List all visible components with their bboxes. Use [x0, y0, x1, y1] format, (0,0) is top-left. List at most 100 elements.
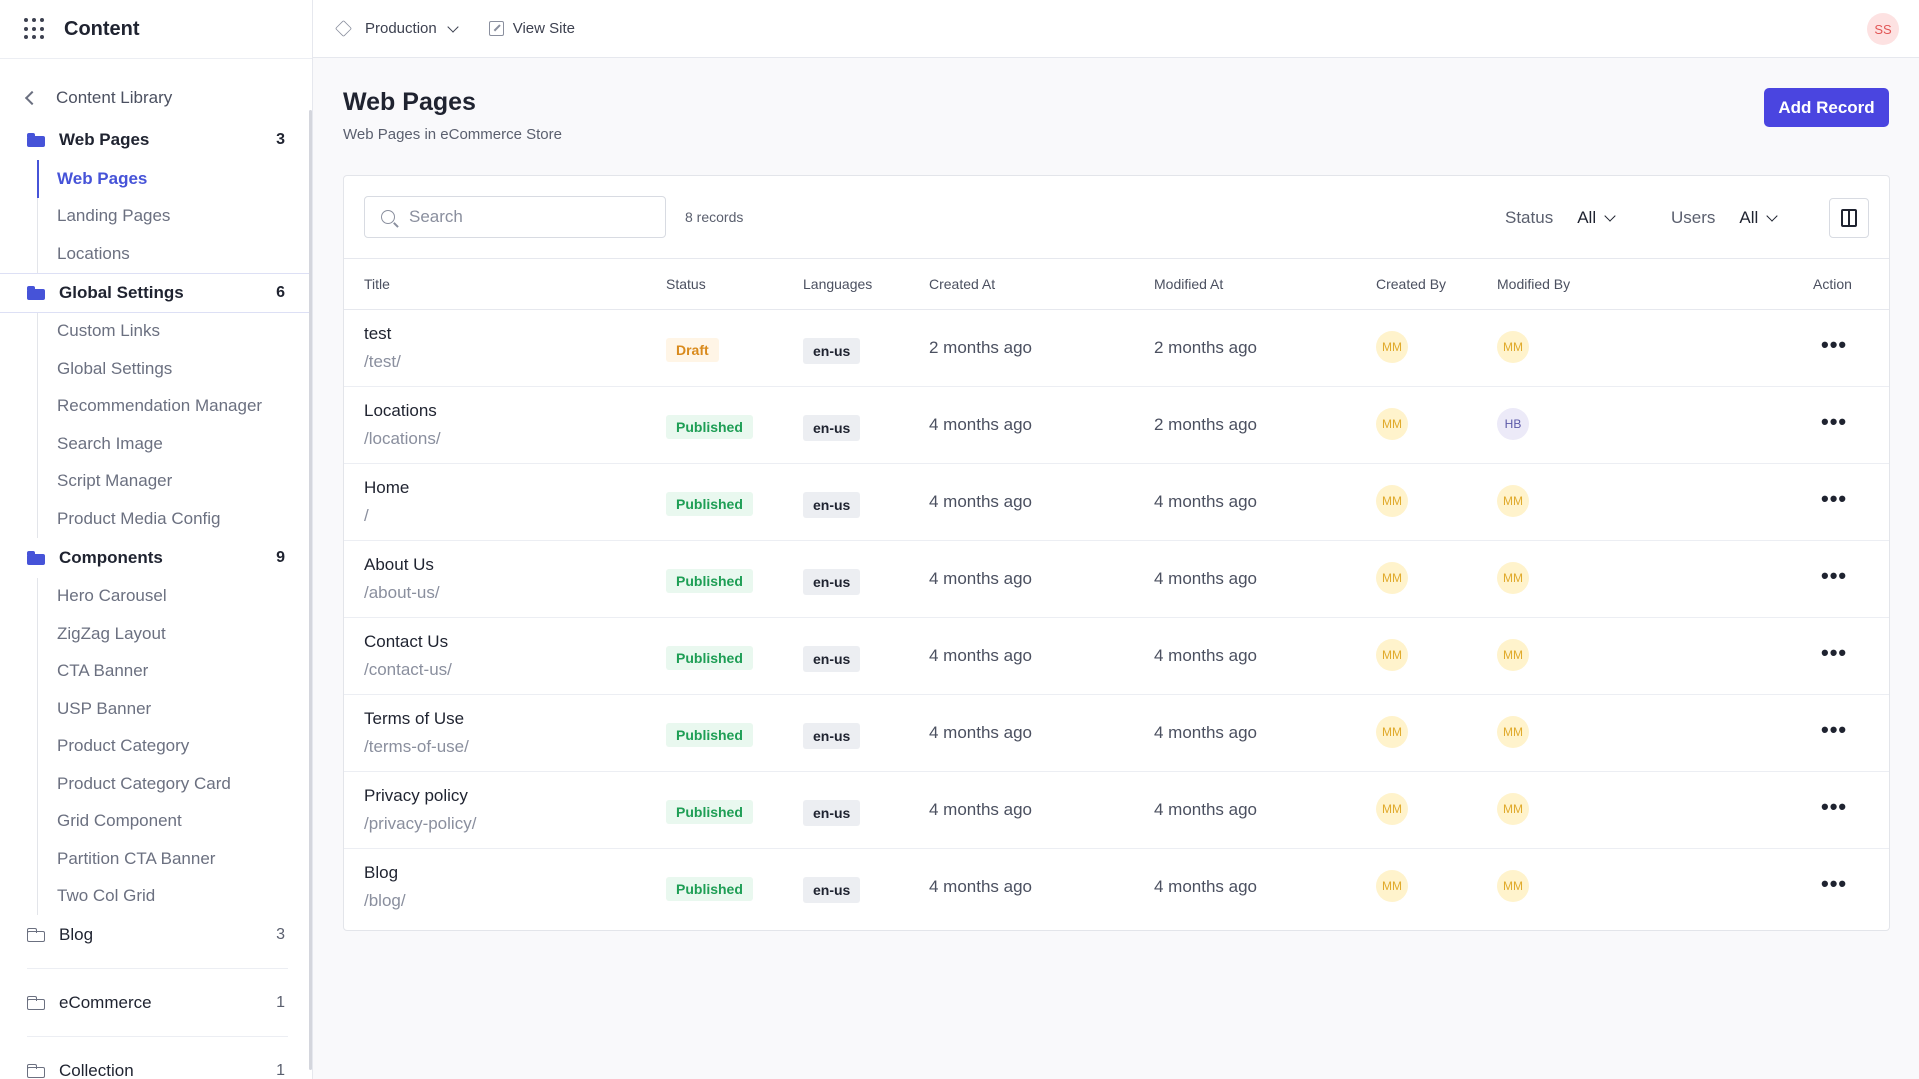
apps-grid-icon[interactable]	[24, 18, 46, 40]
sidebar-item-landing-pages[interactable]: Landing Pages	[57, 206, 171, 226]
row-title-cell[interactable]: About Us /about-us/	[364, 555, 440, 603]
sidebar-item-product-category[interactable]: Product Category	[57, 736, 190, 756]
sidebar-item-recommendation-manager[interactable]: Recommendation Manager	[57, 396, 263, 416]
sidebar-item-locations[interactable]: Locations	[57, 243, 130, 263]
row-actions-icon[interactable]: •••	[1821, 794, 1848, 819]
sidebar-scrollbar[interactable]	[309, 110, 312, 1070]
sidebar-item-custom-links[interactable]: Custom Links	[57, 321, 160, 341]
search-input[interactable]	[409, 207, 649, 227]
row-path: /test/	[364, 352, 401, 371]
status-filter-value[interactable]: All	[1577, 208, 1616, 228]
row-title: Home	[364, 478, 410, 497]
status-badge: Published	[666, 877, 753, 901]
column-header-created-by[interactable]: Created By	[1376, 276, 1447, 292]
folder-icon	[27, 996, 45, 1010]
folder-icon	[27, 928, 45, 942]
row-title-cell[interactable]: Home /	[364, 478, 409, 526]
back-label: Content Library	[56, 88, 173, 107]
sidebar-group-collection[interactable]: Collection 1	[0, 1051, 312, 1079]
column-header-created-at[interactable]: Created At	[929, 276, 996, 292]
row-title-cell[interactable]: test /test/	[364, 324, 401, 372]
row-actions-icon[interactable]: •••	[1821, 332, 1848, 357]
table-row[interactable]: Blog /blog/ Published en-us 4 months ago…	[344, 849, 1889, 926]
table-row[interactable]: test /test/ Draft en-us 2 months ago 2 m…	[344, 310, 1889, 387]
columns-toggle-button[interactable]	[1829, 198, 1869, 238]
sidebar-group-ecommerce[interactable]: eCommerce 1	[0, 983, 312, 1023]
sidebar-title: Content	[64, 17, 140, 40]
sidebar-item-product-media-config[interactable]: Product Media Config	[57, 508, 221, 528]
created-by-avatar: MM	[1376, 408, 1408, 440]
column-header-status[interactable]: Status	[666, 276, 706, 292]
external-link-icon	[488, 21, 504, 36]
sidebar-item-grid-component[interactable]: Grid Component	[57, 811, 182, 831]
user-avatar[interactable]: SS	[1867, 13, 1899, 45]
status-badge: Published	[666, 492, 753, 516]
modified-at: 4 months ago	[1154, 800, 1258, 819]
view-site-link[interactable]: View Site	[488, 20, 575, 37]
row-actions-icon[interactable]: •••	[1821, 871, 1848, 896]
row-title-cell[interactable]: Locations /locations/	[364, 401, 441, 449]
row-actions-icon[interactable]: •••	[1821, 563, 1848, 588]
add-record-button[interactable]: Add Record	[1764, 88, 1889, 127]
sidebar-group-components[interactable]: Components 9	[0, 538, 312, 578]
created-by-avatar: MM	[1376, 485, 1408, 517]
column-header-languages[interactable]: Languages	[803, 276, 873, 292]
row-title-cell[interactable]: Terms of Use /terms-of-use/	[364, 709, 469, 757]
row-actions-icon[interactable]: •••	[1821, 640, 1848, 665]
created-at: 4 months ago	[929, 646, 1033, 665]
sidebar-item-search-image[interactable]: Search Image	[57, 433, 163, 453]
status-filter[interactable]: Status All	[1505, 176, 1616, 259]
sidebar-item-web-pages[interactable]: Web Pages	[37, 160, 312, 198]
sidebar-item-zigzag-layout[interactable]: ZigZag Layout	[57, 623, 166, 643]
row-title-cell[interactable]: Privacy policy /privacy-policy/	[364, 786, 476, 834]
created-at: 4 months ago	[929, 492, 1033, 511]
status-badge: Draft	[666, 338, 719, 362]
group-count: 6	[276, 283, 285, 301]
folder-open-icon	[27, 285, 45, 300]
chevron-left-icon	[24, 90, 40, 106]
created-at: 2 months ago	[929, 338, 1033, 357]
users-filter-label: Users	[1671, 207, 1716, 227]
row-actions-icon[interactable]: •••	[1821, 717, 1848, 742]
sidebar-item-two-col-grid[interactable]: Two Col Grid	[57, 886, 156, 906]
sidebar-item-script-manager[interactable]: Script Manager	[57, 471, 173, 491]
table-row[interactable]: Privacy policy /privacy-policy/ Publishe…	[344, 772, 1889, 849]
sidebar-group-web-pages[interactable]: Web Pages 3	[0, 120, 312, 160]
group-count: 3	[276, 926, 285, 943]
users-filter[interactable]: Users All	[1671, 176, 1778, 259]
sidebar-item-usp-banner[interactable]: USP Banner	[57, 698, 152, 718]
sidebar-item-hero-carousel[interactable]: Hero Carousel	[57, 586, 167, 606]
environment-selector[interactable]: Production	[335, 20, 459, 37]
sidebar-item-partition-cta-banner[interactable]: Partition CTA Banner	[57, 848, 216, 868]
table-row[interactable]: Terms of Use /terms-of-use/ Published en…	[344, 695, 1889, 772]
group-count: 9	[276, 548, 285, 566]
sidebar-group-blog[interactable]: Blog 3	[0, 915, 312, 955]
status-badge: Published	[666, 723, 753, 747]
language-badge: en-us	[803, 492, 861, 518]
column-header-modified-at[interactable]: Modified At	[1154, 276, 1224, 292]
table-row[interactable]: Locations /locations/ Published en-us 4 …	[344, 387, 1889, 464]
search-icon	[381, 210, 395, 224]
folder-icon	[27, 1064, 45, 1078]
search-box[interactable]	[364, 196, 666, 238]
column-header-modified-by[interactable]: Modified By	[1497, 276, 1571, 292]
sidebar-item-cta-banner[interactable]: CTA Banner	[57, 661, 149, 681]
table-row[interactable]: Home / Published en-us 4 months ago 4 mo…	[344, 464, 1889, 541]
modified-by-avatar: MM	[1497, 331, 1529, 363]
sidebar-item-global-settings[interactable]: Global Settings	[57, 358, 173, 378]
sidebar-item-product-category-card[interactable]: Product Category Card	[57, 773, 231, 793]
column-header-title[interactable]: Title	[364, 276, 390, 292]
table-row[interactable]: Contact Us /contact-us/ Published en-us …	[344, 618, 1889, 695]
users-filter-value[interactable]: All	[1739, 208, 1778, 228]
created-by-avatar: MM	[1376, 331, 1408, 363]
language-badge: en-us	[803, 646, 861, 672]
chevron-down-icon	[1604, 209, 1616, 222]
table-row[interactable]: About Us /about-us/ Published en-us 4 mo…	[344, 541, 1889, 618]
row-title-cell[interactable]: Contact Us /contact-us/	[364, 632, 452, 680]
back-to-content-library[interactable]: Content Library	[0, 76, 312, 120]
row-actions-icon[interactable]: •••	[1821, 486, 1848, 511]
row-title: Privacy policy	[364, 786, 468, 805]
row-title-cell[interactable]: Blog /blog/	[364, 863, 406, 911]
sidebar-group-global-settings[interactable]: Global Settings 6	[0, 272, 312, 313]
row-actions-icon[interactable]: •••	[1821, 409, 1848, 434]
